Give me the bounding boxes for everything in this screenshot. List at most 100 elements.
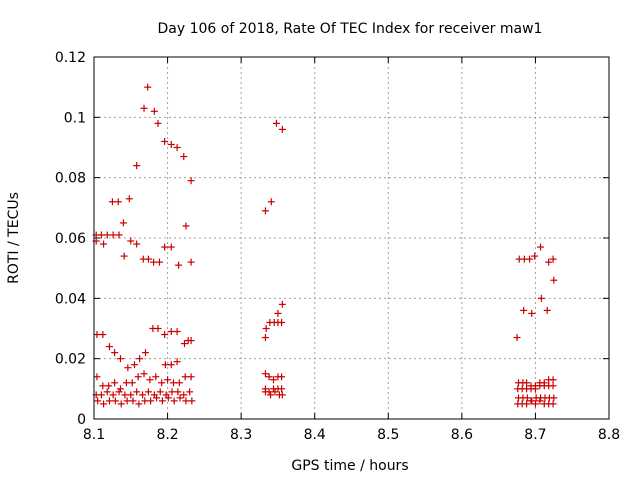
data-point bbox=[141, 397, 149, 405]
data-point bbox=[180, 340, 188, 348]
plot-frame bbox=[93, 56, 610, 420]
data-point bbox=[140, 104, 148, 112]
data-point bbox=[129, 397, 137, 405]
data-point bbox=[278, 125, 286, 133]
data-point bbox=[155, 258, 163, 266]
data-point bbox=[520, 306, 528, 314]
data-point bbox=[161, 361, 169, 369]
y-tick-label: 0.08 bbox=[55, 171, 86, 187]
data-point bbox=[187, 177, 195, 185]
data-point bbox=[182, 222, 190, 230]
data-point bbox=[105, 397, 113, 405]
data-point bbox=[156, 388, 164, 396]
data-point bbox=[142, 349, 149, 357]
data-point bbox=[173, 144, 181, 151]
grid-lines bbox=[94, 57, 609, 419]
data-point bbox=[536, 397, 544, 405]
data-point bbox=[174, 388, 182, 396]
data-point bbox=[531, 400, 539, 408]
data-point bbox=[523, 394, 531, 402]
data-point bbox=[278, 391, 286, 399]
x-tick-label: 8.7 bbox=[524, 427, 546, 443]
data-point bbox=[543, 306, 551, 314]
data-point bbox=[136, 355, 144, 363]
data-point bbox=[93, 373, 101, 381]
data-point bbox=[103, 231, 111, 239]
data-point bbox=[164, 376, 172, 384]
data-point bbox=[133, 240, 141, 248]
data-point bbox=[124, 364, 132, 372]
data-point bbox=[147, 397, 155, 405]
data-point bbox=[267, 391, 275, 399]
data-point bbox=[99, 331, 107, 339]
data-point bbox=[182, 397, 190, 405]
x-tick-label: 8.4 bbox=[304, 427, 326, 443]
data-point bbox=[270, 376, 278, 384]
data-point bbox=[125, 195, 133, 203]
x-tick-label: 8.5 bbox=[377, 427, 399, 443]
data-point bbox=[161, 137, 169, 145]
data-point bbox=[144, 83, 152, 91]
data-point bbox=[537, 243, 545, 251]
data-point bbox=[115, 388, 123, 396]
data-point bbox=[549, 382, 557, 390]
data-point bbox=[164, 394, 172, 402]
data-point bbox=[261, 334, 269, 342]
data-point bbox=[526, 255, 534, 263]
y-tick-label: 0 bbox=[77, 412, 86, 428]
data-point bbox=[154, 325, 162, 332]
y-tick-label: 0.02 bbox=[55, 352, 86, 368]
data-point bbox=[100, 240, 108, 248]
data-point bbox=[167, 328, 175, 336]
data-point bbox=[158, 379, 166, 387]
data-point bbox=[169, 379, 177, 387]
y-tick-label: 0.06 bbox=[55, 231, 86, 247]
data-point bbox=[175, 379, 183, 387]
x-tick-labels: 8.1 8.2 8.3 8.4 8.5 8.6 8.7 8.8 bbox=[83, 427, 620, 443]
data-point bbox=[127, 391, 135, 399]
data-point bbox=[261, 388, 269, 396]
data-point bbox=[139, 391, 147, 399]
x-axis-label: GPS time / hours bbox=[291, 458, 408, 474]
data-point bbox=[523, 379, 531, 387]
data-point bbox=[167, 361, 175, 369]
data-point bbox=[150, 258, 158, 266]
data-point bbox=[133, 162, 141, 170]
data-point bbox=[105, 343, 113, 351]
data-point bbox=[103, 388, 111, 396]
x-tick-label: 8.8 bbox=[598, 427, 620, 443]
data-point bbox=[123, 397, 131, 405]
x-tick-label: 8.2 bbox=[156, 427, 178, 443]
data-point bbox=[181, 373, 189, 381]
data-point bbox=[100, 400, 108, 408]
data-point bbox=[144, 388, 152, 396]
data-point bbox=[175, 261, 183, 269]
data-point bbox=[170, 397, 178, 405]
data-point bbox=[94, 397, 102, 405]
data-point bbox=[545, 258, 553, 266]
x-tick-label: 8.6 bbox=[451, 427, 473, 443]
data-point bbox=[146, 376, 154, 384]
data-point bbox=[186, 388, 194, 396]
data-point bbox=[140, 370, 148, 378]
data-point bbox=[144, 255, 152, 263]
data-point bbox=[187, 258, 195, 266]
data-point bbox=[130, 361, 138, 369]
data-point bbox=[265, 373, 273, 381]
data-point bbox=[161, 331, 169, 339]
data-point bbox=[278, 385, 286, 393]
data-point bbox=[153, 394, 161, 402]
data-point bbox=[154, 119, 162, 127]
chart-title: Day 106 of 2018, Rate Of TEC Index for r… bbox=[158, 21, 543, 37]
data-point bbox=[168, 388, 176, 396]
data-point bbox=[271, 388, 279, 396]
data-point bbox=[97, 231, 105, 239]
data-point bbox=[187, 373, 195, 381]
data-point bbox=[116, 355, 124, 363]
data-point bbox=[120, 252, 128, 260]
data-point bbox=[528, 309, 536, 317]
data-point bbox=[278, 300, 286, 308]
data-point bbox=[549, 376, 557, 384]
data-point bbox=[161, 243, 169, 251]
data-point bbox=[135, 400, 143, 408]
